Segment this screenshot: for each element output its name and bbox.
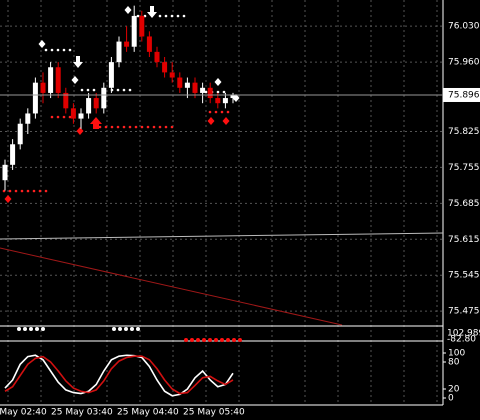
candle-body bbox=[230, 95, 236, 99]
y-tick-label: 75.960 bbox=[448, 58, 480, 68]
candle-body bbox=[124, 41, 130, 47]
y-tick-label: 75.615 bbox=[448, 235, 480, 245]
y-tick-label: 76.030 bbox=[448, 22, 480, 32]
candle-body bbox=[70, 108, 76, 119]
oscillator-line bbox=[4, 354, 234, 397]
candle-body bbox=[200, 87, 206, 93]
candle-body bbox=[40, 82, 46, 93]
candle-body bbox=[139, 15, 145, 37]
horizontal-trendline bbox=[0, 232, 444, 240]
candle-body bbox=[2, 164, 8, 181]
candle-body bbox=[116, 41, 122, 63]
indicator-dots bbox=[184, 338, 242, 342]
current-price-label: 75.896 bbox=[448, 90, 480, 100]
y-tick-label: 100 bbox=[448, 349, 465, 359]
candle-body bbox=[222, 98, 228, 104]
candle-body bbox=[131, 15, 137, 47]
indicator-dots bbox=[17, 327, 140, 331]
candle-body bbox=[108, 62, 114, 88]
candle-body bbox=[10, 144, 16, 165]
y-tick-label: 80 bbox=[448, 358, 460, 368]
x-tick-label: 25 May 02:40 bbox=[0, 408, 47, 418]
candle-body bbox=[215, 98, 221, 104]
y-tick-label: 75.545 bbox=[448, 271, 480, 281]
candle-body bbox=[184, 82, 190, 88]
candle-body bbox=[32, 82, 38, 114]
candle-body bbox=[207, 87, 213, 99]
x-tick-label: 25 May 05:40 bbox=[183, 408, 245, 418]
candle-body bbox=[55, 67, 61, 93]
candle-body bbox=[93, 98, 99, 109]
candle-body bbox=[101, 87, 107, 109]
indicator-max-label: 102.989 bbox=[447, 329, 480, 339]
signal-dots bbox=[2, 110, 230, 193]
candle-body bbox=[162, 62, 168, 73]
indicator-min-label: -82.80 bbox=[447, 335, 476, 345]
candle-body bbox=[86, 98, 92, 114]
candle-body bbox=[48, 67, 54, 93]
candle-body bbox=[177, 77, 183, 88]
candle-body bbox=[78, 113, 84, 119]
candle-body bbox=[63, 92, 69, 109]
sell-signals bbox=[38, 6, 240, 102]
candle-body bbox=[154, 51, 160, 63]
buy-signals bbox=[4, 117, 230, 203]
y-tick-label: 75.825 bbox=[448, 127, 480, 137]
candle-body bbox=[169, 72, 175, 78]
candle-body bbox=[17, 123, 23, 145]
y-tick-label: 20 bbox=[448, 385, 460, 395]
trendline bbox=[0, 247, 343, 326]
candle-body bbox=[146, 36, 152, 52]
y-tick-label: 75.475 bbox=[448, 307, 480, 317]
current-price-box bbox=[443, 87, 480, 102]
signal-dots bbox=[44, 14, 226, 94]
y-tick-label: 75.755 bbox=[448, 163, 480, 173]
x-tick-label: 25 May 03:40 bbox=[51, 408, 113, 418]
oscillator-line bbox=[4, 355, 234, 395]
x-tick-label: 25 May 04:40 bbox=[117, 408, 179, 418]
y-tick-label: 0 bbox=[448, 394, 454, 404]
candle-body bbox=[25, 113, 31, 124]
y-tick-label: 75.685 bbox=[448, 199, 480, 209]
candle-body bbox=[192, 82, 198, 93]
